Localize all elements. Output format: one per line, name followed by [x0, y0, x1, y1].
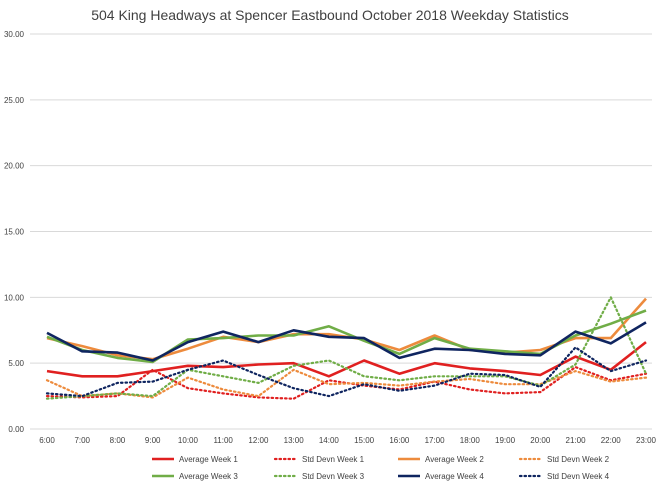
y-tick-label: 15.00: [4, 228, 25, 237]
x-tick-label: 7:00: [74, 436, 90, 445]
x-tick-label: 6:00: [39, 436, 55, 445]
legend-label: Std Devn Week 4: [547, 472, 610, 481]
x-tick-label: 19:00: [495, 436, 516, 445]
y-tick-label: 0.00: [8, 425, 24, 434]
x-tick-label: 17:00: [425, 436, 446, 445]
gridlines: [30, 33, 652, 430]
x-tick-label: 23:00: [636, 436, 657, 445]
series-lines: [45, 296, 648, 400]
series-line-average-week-4: [46, 321, 647, 362]
x-tick-label: 18:00: [460, 436, 481, 445]
x-tick-label: 20:00: [530, 436, 551, 445]
legend-label: Std Devn Week 3: [302, 472, 365, 481]
legend-label: Average Week 4: [425, 472, 484, 481]
series-line-average-week-2: [46, 297, 647, 361]
legend-label: Average Week 1: [179, 455, 238, 464]
y-tick-label: 5.00: [8, 359, 24, 368]
x-tick-label: 14:00: [319, 436, 340, 445]
series-line-std-devn-week-1: [45, 366, 648, 400]
legend: Average Week 1 Std Devn Week 1 Average Wee…: [152, 455, 610, 481]
x-tick-label: 15:00: [354, 436, 375, 445]
x-tick-label: 22:00: [601, 436, 622, 445]
x-tick-label: 8:00: [110, 436, 126, 445]
x-tick-label: 11:00: [213, 436, 233, 445]
series-line-std-devn-week-3: [45, 296, 648, 400]
series-line-std-devn-week-4: [45, 346, 648, 398]
legend-label: Average Week 2: [425, 455, 484, 464]
chart-title: 504 King Headways at Spencer Eastbound O…: [91, 7, 569, 23]
y-axis-ticks: 0.00 5.00 10.00 15.00 20.00 25.00 30.00: [4, 30, 25, 434]
x-tick-label: 16:00: [389, 436, 410, 445]
legend-label: Std Devn Week 2: [547, 455, 610, 464]
x-tick-label: 9:00: [145, 436, 161, 445]
y-tick-label: 25.00: [4, 96, 25, 105]
legend-label: Std Devn Week 1: [302, 455, 365, 464]
y-tick-label: 10.00: [4, 293, 25, 302]
x-axis-ticks: 6:00 7:00 8:00 9:00 10:00 11:00 12:00 13:00 14:0…: [39, 436, 656, 445]
y-tick-label: 20.00: [4, 162, 25, 171]
x-tick-label: 10:00: [178, 436, 199, 445]
legend-label: Average Week 3: [179, 472, 238, 481]
x-tick-label: 13:00: [284, 436, 305, 445]
x-tick-label: 12:00: [248, 436, 269, 445]
x-tick-label: 21:00: [566, 436, 587, 445]
y-tick-label: 30.00: [4, 30, 25, 39]
